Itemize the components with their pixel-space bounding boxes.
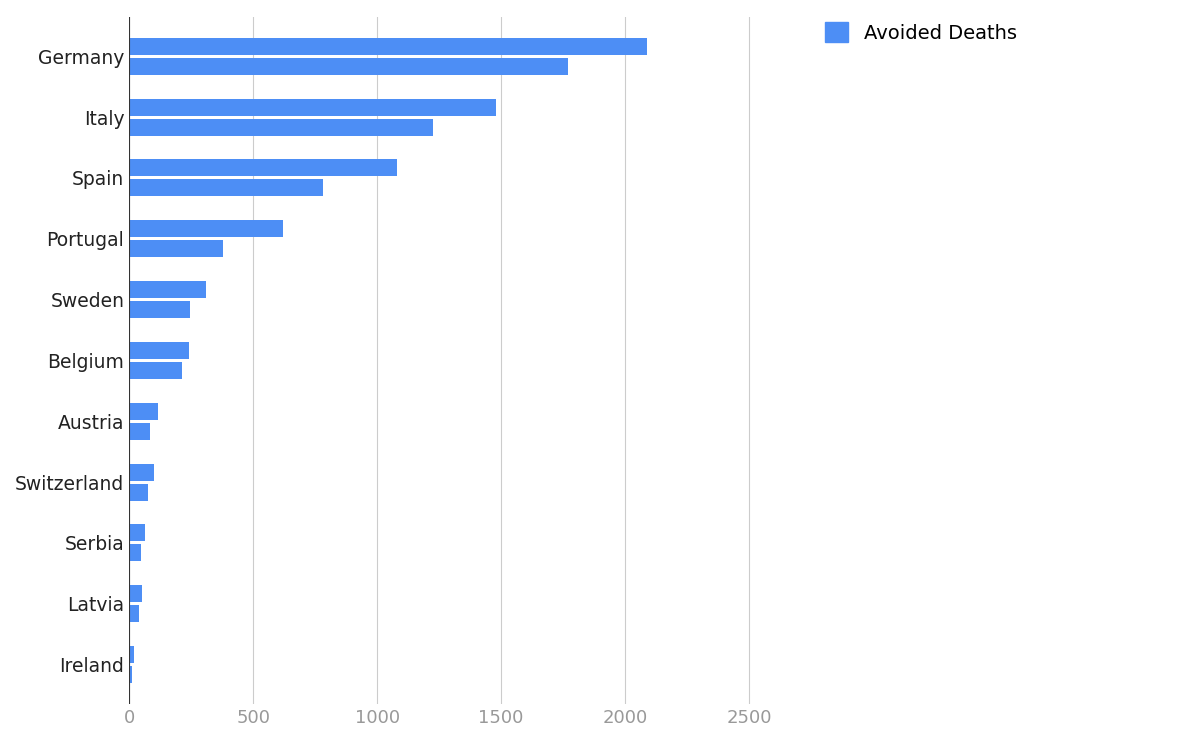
Bar — [130, 220, 283, 237]
Bar — [130, 605, 139, 623]
Legend: Avoided Deaths: Avoided Deaths — [815, 13, 1026, 53]
Bar — [130, 464, 154, 481]
Bar — [130, 484, 148, 501]
Bar — [130, 281, 206, 298]
Bar — [130, 666, 132, 683]
Bar — [130, 180, 323, 197]
Bar — [130, 403, 157, 420]
Bar — [130, 38, 647, 55]
Bar — [130, 646, 133, 663]
Bar — [130, 58, 568, 75]
Bar — [130, 545, 142, 562]
Bar — [130, 342, 188, 359]
Bar — [130, 119, 433, 136]
Bar — [130, 423, 150, 440]
Bar — [130, 240, 223, 257]
Bar — [130, 160, 397, 177]
Bar — [130, 585, 142, 603]
Bar — [130, 301, 190, 318]
Bar — [130, 525, 145, 542]
Bar — [130, 99, 496, 116]
Bar — [130, 362, 182, 379]
